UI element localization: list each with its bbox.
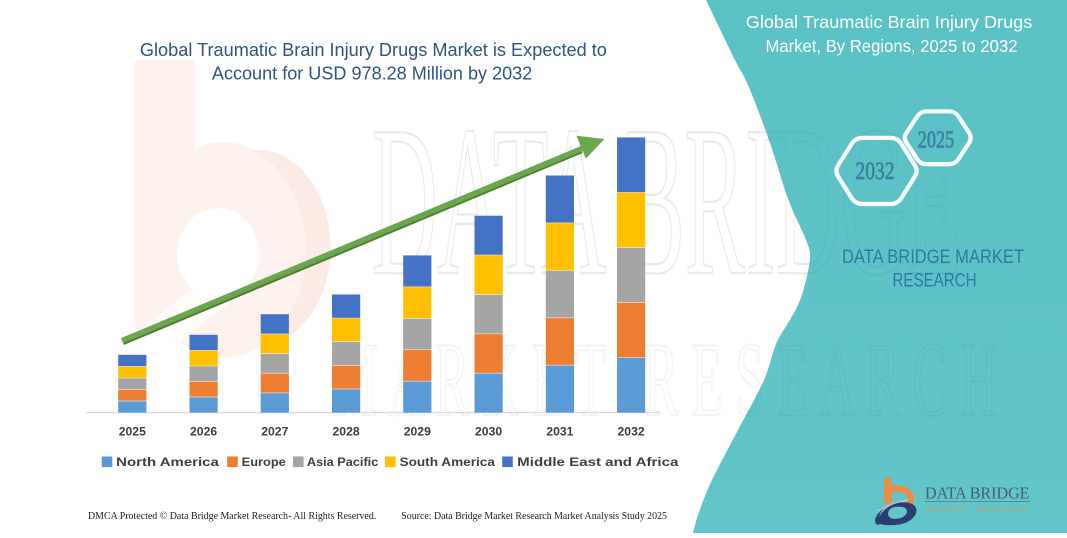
svg-text:2032: 2032 [618, 425, 645, 439]
svg-text:2032: 2032 [856, 156, 895, 185]
svg-text:Europe: Europe [242, 455, 286, 469]
svg-text:Source: Data Bridge Market Res: Source: Data Bridge Market Research Mark… [401, 511, 667, 522]
svg-text:North America: North America [116, 455, 219, 469]
svg-text:MARKET RESEARCH: MARKET RESEARCH [927, 508, 1028, 514]
svg-text:Market, By Regions, 2025 to 20: Market, By Regions, 2025 to 2032 [766, 36, 1018, 56]
svg-text:2030: 2030 [475, 425, 502, 439]
svg-text:Global Traumatic Brain Injury: Global Traumatic Brain Injury Drugs [746, 12, 1033, 32]
svg-text:2031: 2031 [546, 425, 573, 439]
svg-text:Global Traumatic Brain Injury: Global Traumatic Brain Injury Drugs Mark… [140, 40, 607, 60]
svg-text:Middle East and Africa: Middle East and Africa [517, 455, 679, 469]
svg-text:DATA BRIDGE MARKET: DATA BRIDGE MARKET [842, 246, 1024, 268]
svg-text:South America: South America [400, 455, 496, 469]
svg-text:2028: 2028 [333, 425, 360, 439]
svg-text:DATA BRIDGE: DATA BRIDGE [925, 484, 1030, 503]
svg-text:2029: 2029 [404, 425, 431, 439]
svg-text:2025: 2025 [918, 128, 955, 154]
svg-text:2027: 2027 [261, 425, 288, 439]
svg-text:RESEARCH: RESEARCH [893, 270, 977, 292]
svg-text:2025: 2025 [119, 425, 146, 439]
svg-text:Account for USD 978.28 Million: Account for USD 978.28 Million by 2032 [212, 63, 532, 83]
svg-text:DMCA Protected © Data Bridge M: DMCA Protected © Data Bridge Market Rese… [88, 511, 376, 522]
svg-text:2026: 2026 [190, 425, 217, 439]
svg-text:Asia Pacific: Asia Pacific [307, 455, 379, 469]
